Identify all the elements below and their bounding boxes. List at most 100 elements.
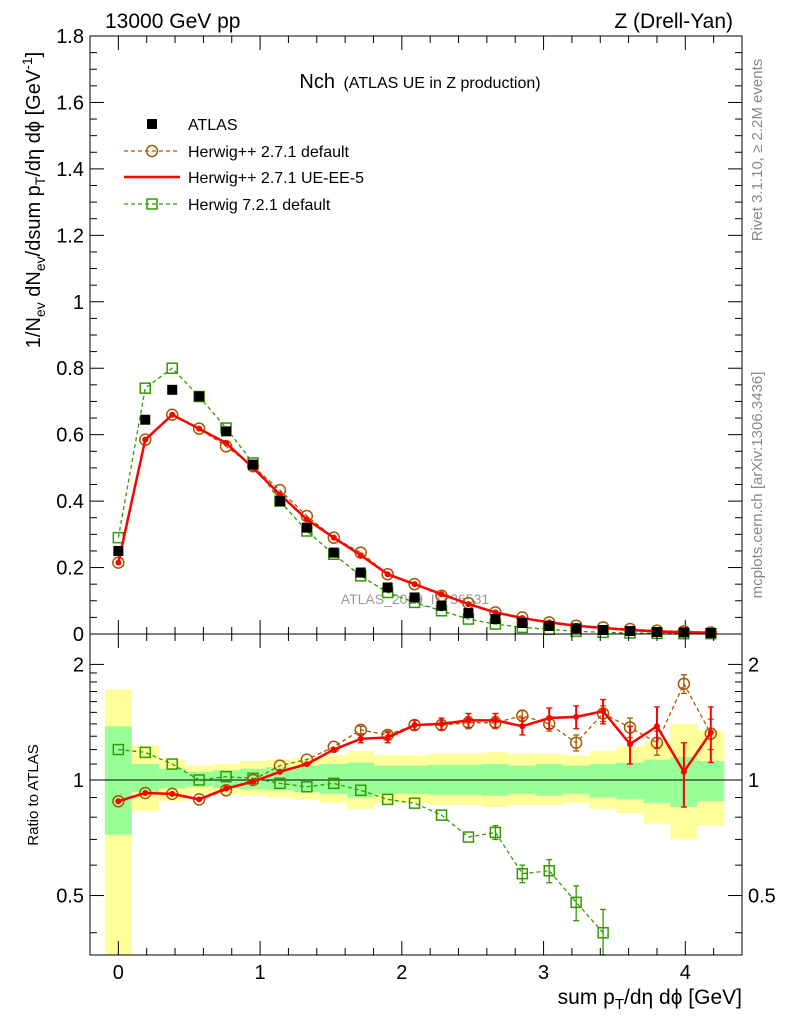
ratio-point <box>381 793 394 806</box>
x-tick-label: 0 <box>113 962 124 984</box>
data-point <box>276 491 283 498</box>
data-point <box>382 582 393 593</box>
data-point <box>490 614 501 625</box>
ratio-panel: 0.5 0.5 1 1 2 2 0 1 2 3 4 Ratio to ATLAS sum pT/dη… <box>25 633 776 1013</box>
data-point <box>463 608 474 619</box>
y-tick-label: 0.6 <box>56 425 84 447</box>
legend-item: Herwig++ 2.7.1 UE-EE-5 <box>124 170 364 187</box>
ratio-point <box>435 809 448 821</box>
data-point <box>221 426 232 437</box>
ratio-line <box>118 748 604 934</box>
ratio-point <box>677 677 691 691</box>
ratio-point <box>597 926 609 939</box>
data-point <box>327 531 341 544</box>
ratio-bands <box>90 689 742 955</box>
data-point <box>140 414 151 425</box>
ratio-point <box>112 743 125 756</box>
data-point <box>381 567 394 581</box>
ratio-point <box>465 717 472 724</box>
header-right: Z (Drell-Yan) <box>614 10 733 33</box>
band-inner-cell <box>589 764 617 798</box>
data-point <box>678 627 689 638</box>
x-axis-label: sum pT/dη dϕ [GeV] <box>558 986 742 1013</box>
y-label-part: ev <box>32 302 48 317</box>
main-panel: 00.20.40.60.811.21.41.61.8 ATLAS_2019_I1… <box>19 26 743 646</box>
y-label-part: ev <box>32 256 48 271</box>
ratio-point <box>112 795 125 808</box>
band-inner-cell <box>158 768 186 789</box>
ratio-point <box>408 797 421 809</box>
data-point <box>223 439 230 446</box>
y-label-part: T <box>32 176 48 185</box>
ratio-point <box>462 831 475 843</box>
data-point <box>411 581 418 588</box>
y-label-part: 1/N <box>23 317 45 348</box>
ratio-point <box>411 722 418 729</box>
series-atlas <box>113 384 716 639</box>
ratio-series <box>112 674 718 956</box>
data-point <box>113 545 124 556</box>
y-tick-label: 1.6 <box>56 92 84 114</box>
ratio-point <box>115 798 122 805</box>
ratio-point <box>193 774 205 786</box>
data-point <box>196 425 203 432</box>
data-point <box>705 628 716 639</box>
title-main: Nch <box>299 71 335 93</box>
y-tick-label: 1.4 <box>56 159 84 181</box>
title-sub: (ATLAS UE in Z production) <box>343 75 540 92</box>
ratio-point <box>627 741 634 748</box>
ratio-point <box>169 790 176 797</box>
y-tick-label: 1.2 <box>56 225 84 247</box>
ratio-point <box>384 734 391 741</box>
main-axes: 0 0.2 0.4 0.6 0.8 1 1.2 1.4 1.6 1.8 <box>56 26 743 646</box>
legend-label: ATLAS <box>188 117 238 134</box>
y-tick-label: 0.4 <box>56 491 84 513</box>
data-point <box>142 436 149 443</box>
ratio-point <box>357 735 364 742</box>
ratio-point <box>570 896 582 909</box>
data-point <box>115 559 122 566</box>
data-point <box>194 391 205 402</box>
data-point <box>303 516 310 523</box>
data-point <box>167 384 178 395</box>
legend-marker <box>147 119 157 129</box>
ratio-point <box>250 778 256 785</box>
ratio-point <box>196 796 203 803</box>
mcplots-label: mcplots.cern.ch [arXiv:1306.3436] <box>749 372 766 599</box>
data-point <box>166 362 178 374</box>
y-label-part: dN <box>23 271 45 302</box>
data-point <box>571 623 582 634</box>
ratio-point <box>573 713 580 720</box>
y-label-part: ] <box>23 52 45 58</box>
band-inner-cell <box>104 726 132 835</box>
legend-item: ATLAS <box>147 117 238 134</box>
legend-marker <box>146 198 158 210</box>
ratio-point <box>301 781 313 793</box>
data-point <box>301 522 312 533</box>
y-tick-label: 0.8 <box>56 358 84 380</box>
data-point <box>651 627 662 638</box>
ratio-point <box>569 736 583 750</box>
ratio-point <box>680 768 687 775</box>
data-point <box>465 601 472 608</box>
legend-item: Herwig++ 2.7.1 default <box>124 144 350 161</box>
legend-marker <box>145 144 159 158</box>
y-label-part: -1 <box>19 57 35 70</box>
data-point <box>192 422 206 435</box>
ratio-y-tick-label: 1 <box>73 770 84 792</box>
legend-label: Herwig 7.2.1 default <box>188 197 331 214</box>
band-inner-cell <box>293 765 321 793</box>
legend-label: Herwig++ 2.7.1 UE-EE-5 <box>188 170 364 187</box>
ratio-point <box>489 826 502 839</box>
x-label-part: sum p <box>558 986 615 1009</box>
data-point <box>598 625 609 636</box>
data-point <box>165 408 179 421</box>
band-inner-cell <box>212 770 240 788</box>
y-tick-label: 0.2 <box>56 558 84 580</box>
main-series <box>112 362 718 640</box>
band-inner-cell <box>643 759 671 804</box>
main-title: Nch (ATLAS UE in Z production) <box>299 71 540 93</box>
y-tick-label: 0 <box>73 624 84 646</box>
ratio-point <box>223 785 230 792</box>
ratio-point <box>653 723 660 730</box>
